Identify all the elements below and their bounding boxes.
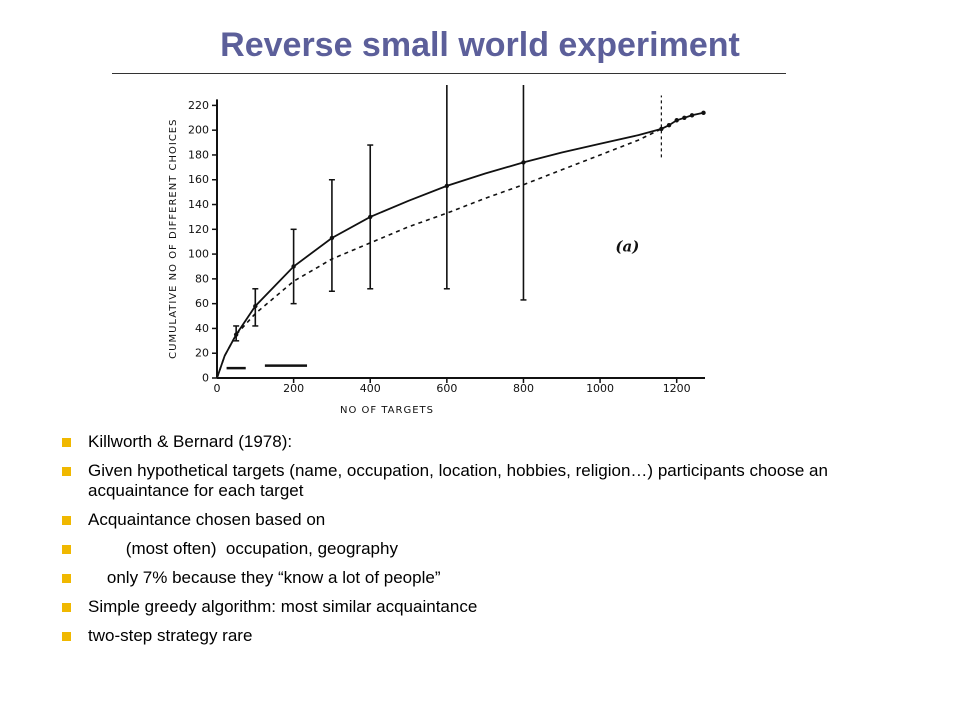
square-bullet-icon bbox=[62, 438, 71, 447]
bullet-text: only 7% because they “know a lot of peop… bbox=[88, 568, 441, 587]
bullet-text: Acquaintance chosen based on bbox=[88, 510, 326, 529]
y-tick-label: 220 bbox=[188, 99, 209, 112]
bullet-text: two-step strategy rare bbox=[88, 626, 253, 645]
y-tick-label: 180 bbox=[188, 148, 209, 161]
data-point bbox=[368, 214, 373, 220]
data-point bbox=[689, 113, 695, 118]
x-tick-label: 0 bbox=[214, 382, 221, 395]
bullet-text: Simple greedy algorithm: most similar ac… bbox=[88, 597, 478, 616]
square-bullet-icon bbox=[62, 545, 71, 554]
x-tick-label: 1200 bbox=[663, 382, 691, 395]
data-point bbox=[521, 160, 526, 165]
y-tick-label: 0 bbox=[202, 372, 209, 385]
bullet-item: Given hypothetical targets (name, occupa… bbox=[62, 461, 922, 501]
y-tick-label: 100 bbox=[188, 248, 209, 261]
chart: 0 20 40 60 80 100 120 140 160 180 200 220 0 200 400 600… bbox=[150, 85, 740, 425]
bullet-list: Killworth & Bernard (1978): Given hypoth… bbox=[62, 432, 922, 655]
slide-title: Reverse small world experiment bbox=[220, 26, 740, 64]
bullet-item: only 7% because they “know a lot of peop… bbox=[62, 568, 922, 588]
bullet-item: Acquaintance chosen based on bbox=[62, 510, 922, 530]
square-bullet-icon bbox=[62, 632, 71, 641]
y-tick-label: 120 bbox=[188, 223, 209, 236]
y-axis-label: CUMULATIVE NO OF DIFFERENT CHOICES bbox=[168, 119, 179, 359]
square-bullet-icon bbox=[62, 467, 71, 476]
y-tick-label: 80 bbox=[195, 272, 209, 285]
chart-svg: 0 20 40 60 80 100 120 140 160 180 200 220 0 200 400 600… bbox=[168, 85, 706, 416]
title-divider bbox=[112, 73, 786, 74]
data-point bbox=[233, 332, 239, 337]
bullet-item: two-step strategy rare bbox=[62, 626, 922, 646]
data-point bbox=[682, 115, 687, 120]
square-bullet-icon bbox=[62, 574, 71, 583]
data-point bbox=[659, 126, 664, 132]
x-tick-label: 200 bbox=[283, 382, 304, 395]
x-tick-label: 800 bbox=[513, 382, 534, 395]
data-point bbox=[444, 183, 450, 189]
bullet-text: (most often) occupation, geography bbox=[88, 539, 398, 558]
bullet-text: Given hypothetical targets (name, occupa… bbox=[88, 461, 828, 500]
x-tick-label: 400 bbox=[360, 382, 381, 395]
y-tick-label: 60 bbox=[195, 297, 209, 310]
square-bullet-icon bbox=[62, 516, 71, 525]
x-axis-label: NO OF TARGETS bbox=[340, 405, 434, 416]
y-tick-label: 20 bbox=[195, 347, 209, 360]
x-tick-label: 1000 bbox=[586, 382, 614, 395]
y-tick-label: 160 bbox=[188, 173, 209, 186]
y-tick-label: 40 bbox=[195, 322, 209, 335]
bullet-text: Killworth & Bernard (1978): bbox=[88, 432, 293, 451]
data-point bbox=[291, 264, 296, 269]
series-line-dashed bbox=[216, 128, 662, 379]
x-tick-label: 600 bbox=[436, 382, 457, 395]
y-tick-label: 200 bbox=[188, 124, 209, 137]
square-bullet-icon bbox=[62, 603, 71, 612]
data-point bbox=[701, 110, 706, 116]
annotation-label: (a) bbox=[615, 238, 639, 256]
bullet-item: Simple greedy algorithm: most similar ac… bbox=[62, 597, 922, 617]
data-point bbox=[329, 235, 335, 241]
data-point bbox=[253, 303, 258, 309]
bullet-item: (most often) occupation, geography bbox=[62, 539, 922, 559]
data-point bbox=[666, 123, 672, 128]
y-tick-label: 140 bbox=[188, 198, 209, 211]
bullet-item: Killworth & Bernard (1978): bbox=[62, 432, 922, 452]
data-point bbox=[674, 118, 679, 123]
